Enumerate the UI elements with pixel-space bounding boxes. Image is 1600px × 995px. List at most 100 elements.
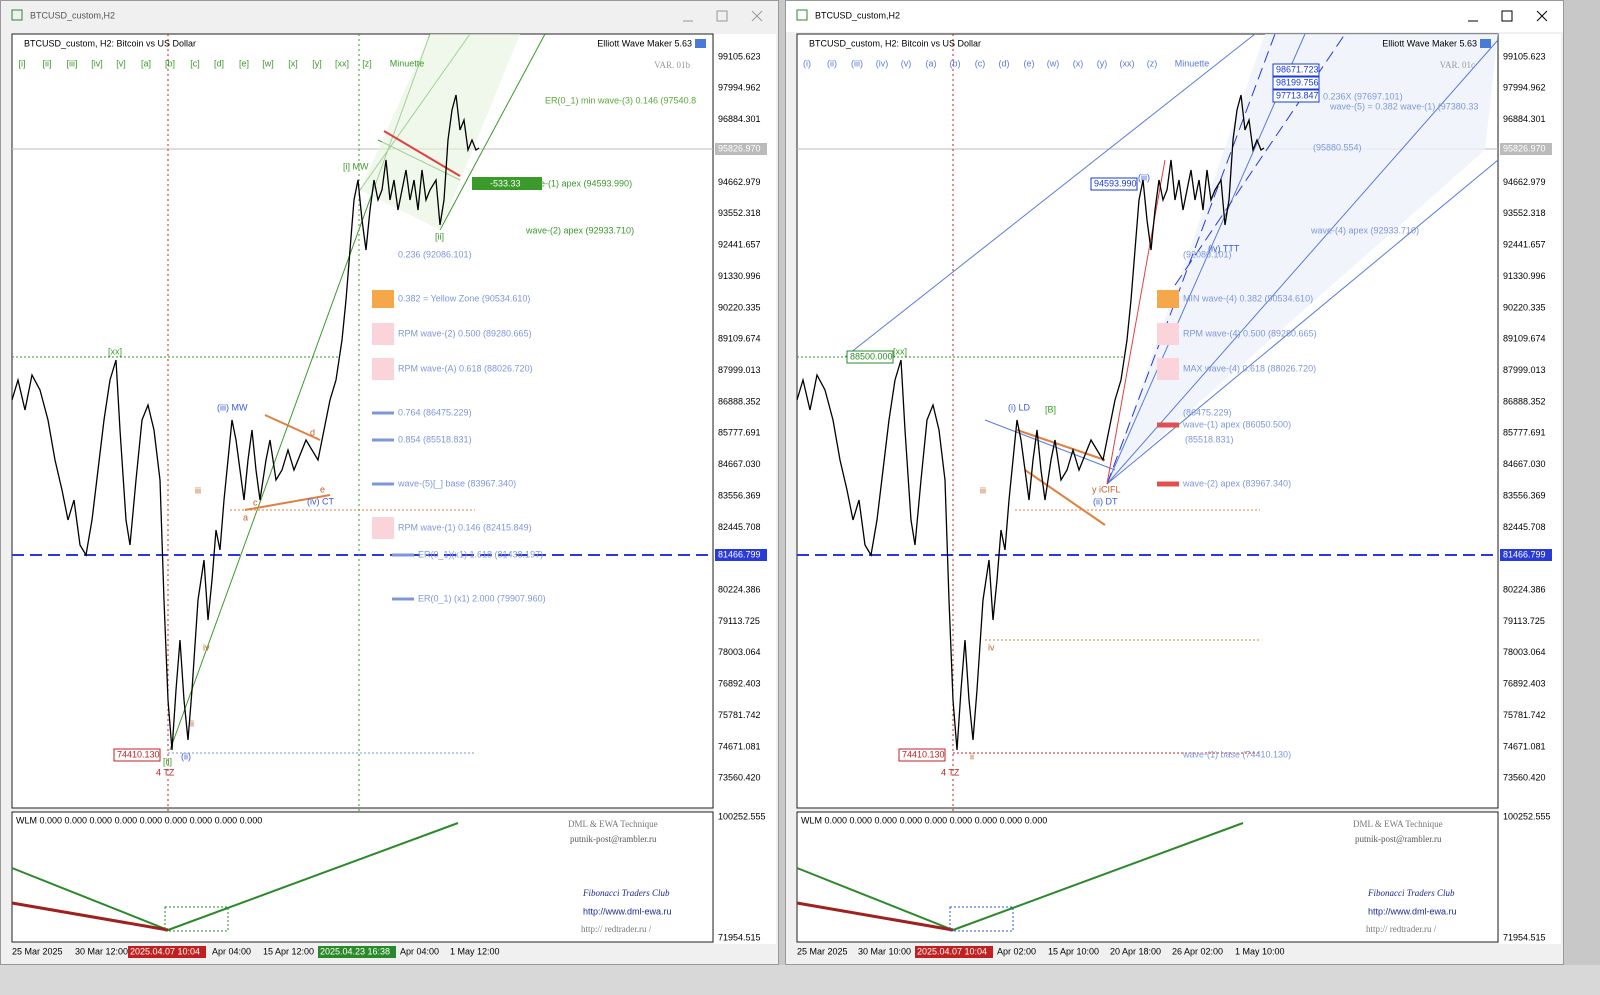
price-label: 83556.369 bbox=[1503, 490, 1546, 500]
close-button[interactable] bbox=[1536, 10, 1548, 22]
wave-button[interactable]: (xx) bbox=[1120, 58, 1135, 68]
price-label: 87999.013 bbox=[718, 365, 761, 375]
wave-button[interactable]: [e] bbox=[239, 58, 249, 68]
boxed-price: 74410.130 bbox=[117, 749, 160, 759]
title-bar bbox=[786, 1, 1563, 32]
wave-button[interactable]: (z) bbox=[1147, 58, 1158, 68]
price-box bbox=[1272, 89, 1320, 103]
time-label: 26 Apr 02:00 bbox=[1172, 946, 1223, 956]
wave-button[interactable]: Minuette bbox=[1175, 58, 1210, 68]
wave-button[interactable]: (w) bbox=[1047, 58, 1060, 68]
wave-button[interactable]: (a) bbox=[926, 58, 937, 68]
window-icon bbox=[11, 9, 23, 21]
fib-grid bbox=[1107, 34, 1498, 484]
current-price: 95826.970 bbox=[1503, 143, 1546, 153]
current-price-badge bbox=[1500, 143, 1552, 155]
wave-button[interactable]: [d] bbox=[214, 58, 224, 68]
symbol-header: BTCUSD_custom, H2: Bitcoin vs US Dollar bbox=[809, 38, 981, 48]
price-label: 82445.708 bbox=[1503, 522, 1546, 532]
variant-label: VAR. 01b bbox=[654, 60, 690, 70]
maximize-button[interactable] bbox=[716, 10, 728, 22]
wave-button[interactable]: [ii] bbox=[43, 58, 52, 68]
wave-button[interactable]: (v) bbox=[901, 58, 912, 68]
time-label: 15 Apr 10:00 bbox=[1048, 946, 1099, 956]
wave-button[interactable]: (d) bbox=[999, 58, 1010, 68]
wave-button[interactable]: (iii) bbox=[851, 58, 863, 68]
wave-lines bbox=[1016, 429, 1106, 526]
credit-text: putnik-post@rambler.ru bbox=[570, 834, 657, 844]
oscillator-line bbox=[11, 901, 169, 932]
panel-top: 100252.555 bbox=[1503, 811, 1551, 821]
price-label: 80224.386 bbox=[1503, 584, 1546, 594]
annotation: wave-(1) apex (94593.990) bbox=[523, 178, 632, 188]
wave-lines bbox=[244, 414, 331, 511]
annotation: -533.33 bbox=[490, 178, 521, 188]
annotation: [xx] bbox=[108, 346, 122, 356]
chart-area bbox=[11, 33, 714, 809]
annotation: wave-(5) = 0.382 wave-(1) (97380.33 bbox=[1329, 101, 1478, 111]
wave-button[interactable]: [a] bbox=[141, 58, 151, 68]
wave-button[interactable]: [v] bbox=[116, 58, 126, 68]
wave-button[interactable]: (ii) bbox=[827, 58, 837, 68]
wave-button[interactable]: [b] bbox=[165, 58, 175, 68]
price-label: 78003.064 bbox=[1503, 647, 1546, 657]
price-label: 97994.962 bbox=[1503, 83, 1546, 93]
time-label: 30 Mar 12:00 bbox=[75, 946, 128, 956]
wave-button[interactable]: [xx] bbox=[335, 58, 349, 68]
annotation: 0.236X (97697.101) bbox=[1323, 91, 1403, 101]
price-label: 73560.420 bbox=[718, 773, 761, 783]
wave-button[interactable]: [z] bbox=[362, 58, 372, 68]
wave-button[interactable]: (iv) bbox=[876, 58, 889, 68]
indicator-name: Elliott Wave Maker 5.63 bbox=[1382, 38, 1477, 48]
time-badge bbox=[318, 946, 396, 958]
wave-button[interactable]: [x] bbox=[288, 58, 298, 68]
price-label: 86888.352 bbox=[718, 396, 761, 406]
price-label: 89109.674 bbox=[1503, 334, 1546, 344]
price-label: 93552.318 bbox=[1503, 208, 1546, 218]
wave-button[interactable]: [i] bbox=[18, 58, 25, 68]
annotation: (i) LD bbox=[1008, 402, 1030, 412]
price-axis bbox=[714, 34, 776, 944]
annotation: wave-(5)[_] base (83967.340) bbox=[397, 478, 516, 488]
annotation: iii bbox=[195, 485, 201, 495]
boxed-price: 98671.723 bbox=[1276, 64, 1319, 74]
time-label: 2025.04.07 10:04 bbox=[917, 946, 987, 956]
wave-button[interactable]: [y] bbox=[312, 58, 322, 68]
annotation: c bbox=[253, 497, 258, 507]
level-price: 81466.799 bbox=[1503, 549, 1546, 559]
time-label: 2025.04.23 16:38 bbox=[320, 946, 390, 956]
wave-button[interactable]: [iv] bbox=[91, 58, 103, 68]
zone-swatch bbox=[372, 290, 394, 308]
wave-button[interactable]: Minuette bbox=[390, 58, 425, 68]
boxed-price: 94593.990 bbox=[1094, 178, 1137, 188]
current-price-badge bbox=[715, 143, 767, 155]
wave-button[interactable]: (x) bbox=[1073, 58, 1084, 68]
price-series bbox=[796, 94, 1265, 751]
annotation: wave-(4) apex (92933.710) bbox=[1310, 225, 1419, 235]
wave-button[interactable]: (y) bbox=[1097, 58, 1108, 68]
annotation: e bbox=[320, 484, 325, 494]
credit-text: DML & EWA Technique bbox=[568, 819, 658, 829]
price-label: 78003.064 bbox=[718, 647, 761, 657]
price-label: 86888.352 bbox=[1503, 396, 1546, 406]
boxed-price: 97713.847 bbox=[1276, 90, 1319, 100]
price-label: 93552.318 bbox=[718, 208, 761, 218]
window-title: BTCUSD_custom,H2 bbox=[815, 10, 900, 20]
wave-button[interactable]: (b) bbox=[950, 58, 961, 68]
wave-button[interactable]: (c) bbox=[975, 58, 986, 68]
annotation: iv bbox=[203, 642, 210, 652]
price-label: 99105.623 bbox=[1503, 51, 1546, 61]
wave-button[interactable]: [c] bbox=[190, 58, 200, 68]
time-label: 20 Apr 18:00 bbox=[1110, 946, 1161, 956]
wave-button[interactable]: (e) bbox=[1024, 58, 1035, 68]
close-button[interactable] bbox=[751, 10, 763, 22]
maximize-button[interactable] bbox=[1501, 10, 1513, 22]
price-label: 91330.996 bbox=[1503, 271, 1546, 281]
annotation: (iii) MW bbox=[217, 402, 248, 412]
indicator-panel bbox=[796, 811, 1499, 943]
level-price-badge bbox=[1500, 549, 1552, 561]
wave-button[interactable]: [iii] bbox=[67, 58, 78, 68]
wave-button[interactable]: (i) bbox=[803, 58, 811, 68]
wave-button[interactable]: [w] bbox=[262, 58, 274, 68]
